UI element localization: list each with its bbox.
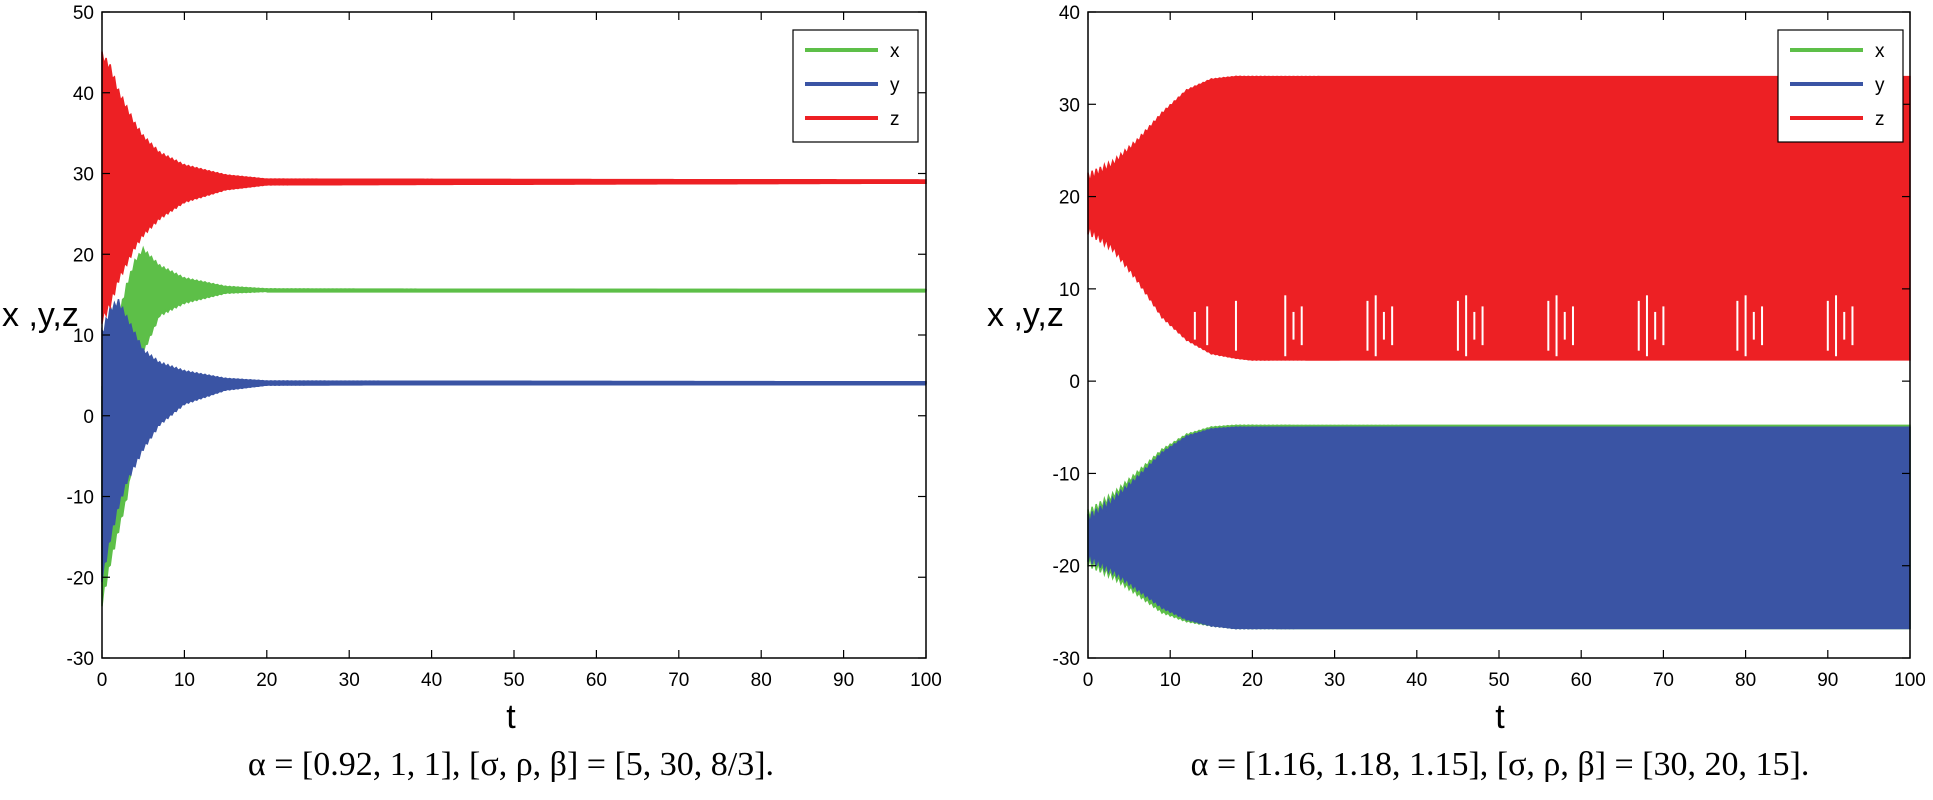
chart-right-xtick-label: 40 xyxy=(1406,670,1427,691)
chart-right-xtick-label: 0 xyxy=(1083,670,1094,691)
chart-right-legend: xyz xyxy=(1777,29,1904,143)
chart-right-legend-label-z: z xyxy=(1875,109,1885,130)
chart-right-legend-label-x: x xyxy=(1875,41,1885,62)
chart-right-ytick-label: 40 xyxy=(1059,3,1080,24)
chart-left-legend-label-x: x xyxy=(890,41,900,62)
chart-left-ytick-label: -10 xyxy=(67,488,94,509)
chart-left-xtick-label: 90 xyxy=(833,670,854,691)
chart-left-ylabel: x ,y,z xyxy=(2,296,79,334)
chart-left-xtick-label: 100 xyxy=(910,670,942,691)
chart-right-xtick-label: 30 xyxy=(1324,670,1345,691)
chart-left-xtick-label: 50 xyxy=(503,670,524,691)
chart-left-ytick-label: 30 xyxy=(73,165,94,186)
chart-left-series-x-band xyxy=(101,245,927,607)
chart-left-xtick-label: 60 xyxy=(586,670,607,691)
chart-left-ytick-label: 50 xyxy=(73,3,94,24)
chart-left-xtick-label: 40 xyxy=(421,670,442,691)
chart-left-ytick-label: 10 xyxy=(73,326,94,347)
chart-left: 0 10 20 30 40 50 60 70 80 90 100 -30 -20 -10 0 10 20 30 40… xyxy=(2,3,942,783)
chart-left-xlabel: t xyxy=(506,698,516,736)
chart-right-ytick-label: 0 xyxy=(1069,372,1080,393)
chart-right-xtick-label: 80 xyxy=(1735,670,1756,691)
chart-left-ytick-label: 0 xyxy=(83,407,94,428)
chart-right: 0 10 20 30 40 50 60 70 80 90 100 -30 -20 -10 0 10 20 30 40… xyxy=(987,3,1926,783)
chart-right-xtick-label: 70 xyxy=(1653,670,1674,691)
chart-left-xtick-label: 10 xyxy=(174,670,195,691)
chart-right-caption: α = [1.16, 1.18, 1.15], [σ, ρ, β] = [30,… xyxy=(1191,746,1810,783)
chart-right-ytick-label: -30 xyxy=(1053,649,1080,670)
chart-right-xtick-label: 90 xyxy=(1817,670,1838,691)
chart-left-xtick-label: 70 xyxy=(668,670,689,691)
chart-right-xtick-label: 20 xyxy=(1242,670,1263,691)
chart-left-xtick-label: 20 xyxy=(256,670,277,691)
chart-left-xtick-label: 80 xyxy=(751,670,772,691)
chart-right-xlabel: t xyxy=(1495,698,1505,736)
chart-right-ylabel: x ,y,z xyxy=(987,296,1064,334)
chart-right-legend-label-y: y xyxy=(1875,75,1885,96)
chart-right-xtick-label: 100 xyxy=(1894,670,1926,691)
chart-left-ytick-label: 40 xyxy=(73,84,94,105)
chart-left-legend-label-z: z xyxy=(890,109,900,130)
chart-left-ticks: 0 10 20 30 40 50 60 70 80 90 100 -30 -20 -10 0 10 20 30 40… xyxy=(67,3,942,691)
chart-right-ytick-label: 20 xyxy=(1059,188,1080,209)
chart-right-ytick-label: 10 xyxy=(1059,280,1080,301)
chart-right-series-y-band xyxy=(1087,426,1911,630)
chart-left-ytick-label: -30 xyxy=(67,649,94,670)
chart-left-series-y-band xyxy=(101,299,927,583)
chart-left-data xyxy=(101,51,927,607)
chart-left-ytick-label: -20 xyxy=(67,568,94,589)
chart-left-xtick-label: 30 xyxy=(339,670,360,691)
chart-right-ytick-label: -20 xyxy=(1053,557,1080,578)
chart-right-ticks: 0 10 20 30 40 50 60 70 80 90 100 -30 -20 -10 0 10 20 30 40 xyxy=(1053,3,1926,691)
chart-left-caption: α = [0.92, 1, 1], [σ, ρ, β] = [5, 30, 8/… xyxy=(248,746,774,783)
chart-left-legend-label-y: y xyxy=(890,75,900,96)
chart-right-ytick-label: 30 xyxy=(1059,95,1080,116)
chart-left-ytick-label: 20 xyxy=(73,245,94,266)
chart-left-xtick-label: 0 xyxy=(97,670,108,691)
chart-right-xtick-label: 60 xyxy=(1571,670,1592,691)
chart-right-xtick-label: 10 xyxy=(1160,670,1181,691)
chart-left-legend: xyz xyxy=(792,29,919,143)
chart-right-ytick-label: -10 xyxy=(1053,464,1080,485)
chart-right-data xyxy=(1087,75,1911,630)
chart-right-xtick-label: 50 xyxy=(1488,670,1509,691)
